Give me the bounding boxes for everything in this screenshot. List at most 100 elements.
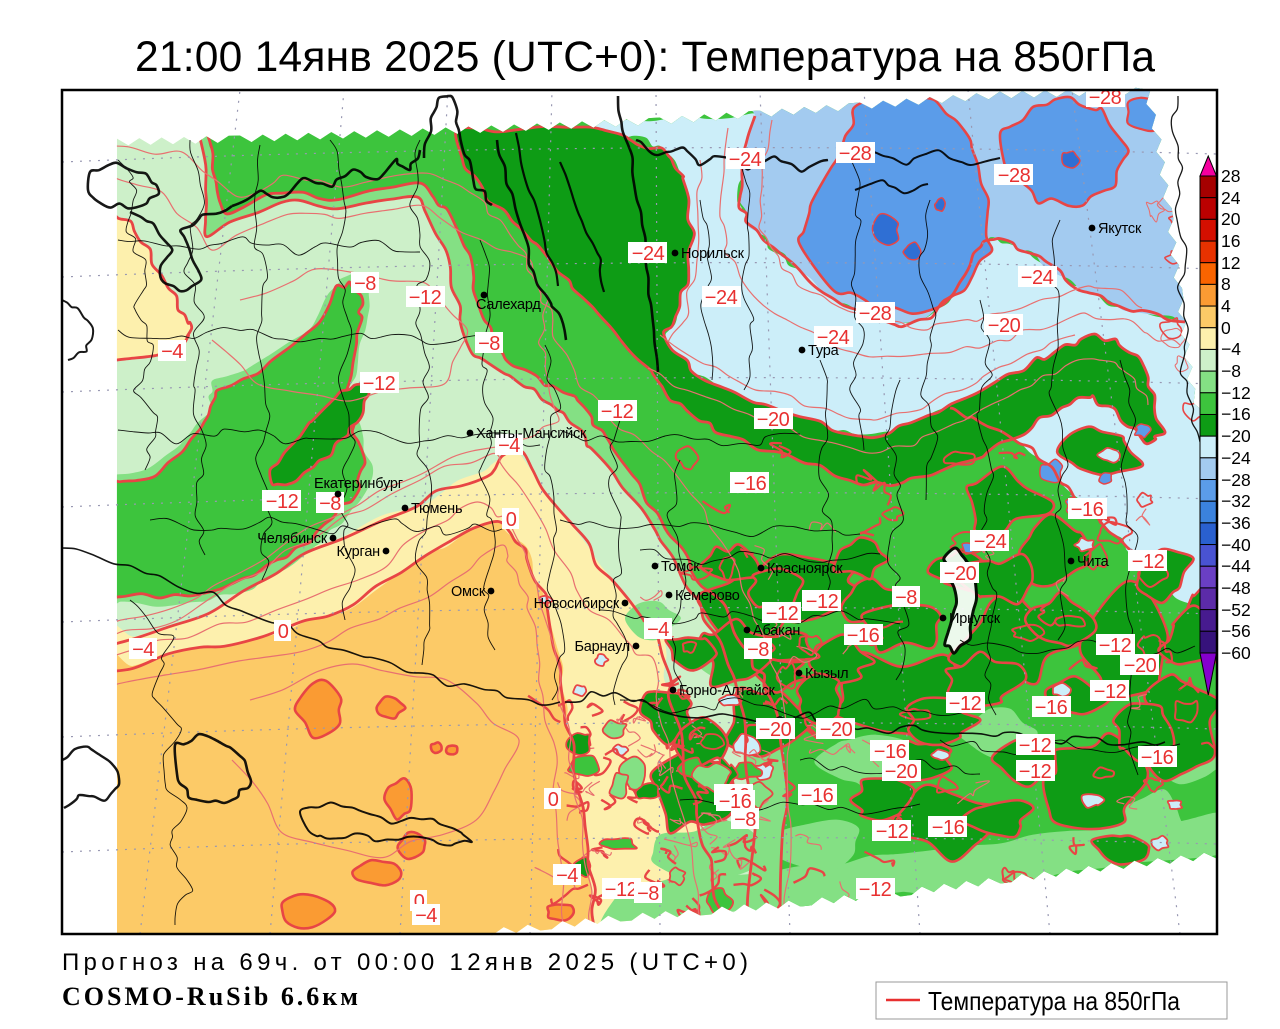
- svg-text:4: 4: [1221, 296, 1231, 316]
- svg-text:Красноярск: Красноярск: [767, 561, 843, 577]
- svg-text:12: 12: [1221, 253, 1240, 273]
- svg-text:−28: −28: [859, 303, 892, 325]
- svg-text:−16: −16: [734, 473, 767, 495]
- svg-text:−36: −36: [1221, 513, 1251, 533]
- svg-text:−12: −12: [266, 491, 299, 513]
- svg-text:−16: −16: [719, 791, 752, 813]
- svg-text:−24: −24: [1221, 448, 1251, 468]
- svg-text:−12: −12: [1019, 735, 1052, 757]
- svg-text:−20: −20: [820, 719, 853, 741]
- svg-text:−12: −12: [601, 401, 634, 423]
- svg-text:−16: −16: [1035, 697, 1068, 719]
- svg-text:−8: −8: [1221, 361, 1241, 381]
- svg-text:Абакан: Абакан: [753, 623, 800, 639]
- svg-text:0: 0: [1221, 318, 1231, 338]
- svg-text:−8: −8: [637, 883, 659, 905]
- svg-text:Новосибирск: Новосибирск: [534, 596, 620, 612]
- svg-text:−12: −12: [859, 879, 892, 901]
- svg-text:−12: −12: [1099, 635, 1132, 657]
- svg-text:−8: −8: [747, 639, 769, 661]
- svg-text:−28: −28: [1089, 87, 1122, 109]
- svg-text:−16: −16: [1221, 404, 1251, 424]
- svg-text:0: 0: [414, 891, 425, 913]
- svg-text:−4: −4: [132, 639, 154, 661]
- svg-text:−12: −12: [766, 603, 799, 625]
- svg-text:−20: −20: [944, 563, 977, 585]
- svg-text:−24: −24: [817, 327, 850, 349]
- svg-text:0: 0: [278, 621, 289, 643]
- svg-text:Екатеринбург: Екатеринбург: [314, 476, 403, 492]
- svg-text:−16: −16: [801, 785, 834, 807]
- svg-text:−16: −16: [932, 817, 965, 839]
- svg-text:−12: −12: [409, 287, 442, 309]
- svg-text:−60: −60: [1221, 643, 1251, 663]
- svg-text:−12: −12: [1132, 551, 1165, 573]
- svg-text:−4: −4: [647, 619, 669, 641]
- svg-text:−28: −28: [839, 143, 872, 165]
- svg-text:−20: −20: [1221, 426, 1251, 446]
- svg-text:−12: −12: [876, 821, 909, 843]
- svg-text:−20: −20: [1124, 655, 1157, 677]
- svg-text:−56: −56: [1221, 621, 1251, 641]
- svg-text:−48: −48: [1221, 578, 1251, 598]
- svg-text:−20: −20: [759, 719, 792, 741]
- svg-text:−8: −8: [478, 333, 500, 355]
- svg-text:−12: −12: [1221, 383, 1251, 403]
- svg-text:−4: −4: [1221, 339, 1241, 359]
- svg-text:Температура на 850гПа: Температура на 850гПа: [928, 986, 1180, 1016]
- svg-text:Омск: Омск: [451, 584, 486, 600]
- svg-text:−24: −24: [632, 243, 665, 265]
- svg-text:−16: −16: [874, 741, 907, 763]
- svg-text:−20: −20: [885, 761, 918, 783]
- svg-text:−24: −24: [729, 149, 762, 171]
- svg-text:−12: −12: [1094, 681, 1127, 703]
- svg-text:−16: −16: [1141, 747, 1174, 769]
- svg-text:Иркутск: Иркутск: [949, 611, 1001, 627]
- svg-text:Якутск: Якутск: [1098, 221, 1142, 237]
- svg-text:0: 0: [506, 509, 517, 531]
- svg-text:Тура: Тура: [808, 343, 840, 359]
- svg-text:Норильск: Норильск: [681, 246, 745, 262]
- svg-text:Салехард: Салехард: [476, 297, 541, 313]
- svg-text:−4: −4: [161, 341, 183, 363]
- svg-text:−16: −16: [847, 625, 880, 647]
- svg-text:Чита: Чита: [1077, 554, 1110, 570]
- svg-text:−4: −4: [415, 905, 437, 927]
- svg-text:−52: −52: [1221, 600, 1251, 620]
- svg-text:Кемерово: Кемерово: [675, 588, 740, 604]
- svg-text:8: 8: [1221, 274, 1231, 294]
- svg-text:−16: −16: [1071, 499, 1104, 521]
- svg-text:−28: −28: [1221, 470, 1251, 490]
- svg-text:16: 16: [1221, 231, 1240, 251]
- svg-text:−12: −12: [949, 693, 982, 715]
- svg-text:−20: −20: [757, 409, 790, 431]
- svg-text:0: 0: [548, 789, 559, 811]
- svg-text:Кызыл: Кызыл: [805, 666, 848, 682]
- svg-text:−12: −12: [1019, 761, 1052, 783]
- svg-text:Челябинск: Челябинск: [257, 531, 328, 547]
- svg-text:Ханты-Мансийск: Ханты-Мансийск: [476, 426, 587, 442]
- svg-text:−24: −24: [705, 287, 738, 309]
- svg-text:24: 24: [1221, 188, 1241, 208]
- svg-text:−8: −8: [734, 809, 756, 831]
- svg-text:−24: −24: [974, 531, 1007, 553]
- svg-text:−8: −8: [895, 587, 917, 609]
- svg-text:−12: −12: [806, 591, 839, 613]
- svg-text:−4: −4: [498, 435, 520, 457]
- svg-text:20: 20: [1221, 209, 1241, 229]
- svg-text:−12: −12: [363, 373, 396, 395]
- svg-text:Горно-Алтайск: Горно-Алтайск: [679, 683, 776, 699]
- svg-text:Томск: Томск: [661, 559, 700, 575]
- svg-text:−28: −28: [998, 165, 1031, 187]
- svg-text:Прогноз на 69ч. от 00:00 12янв: Прогноз на 69ч. от 00:00 12янв 2025 (UTC…: [62, 949, 748, 976]
- svg-text:Курган: Курган: [337, 544, 380, 560]
- svg-text:−4: −4: [556, 865, 578, 887]
- svg-text:28: 28: [1221, 166, 1240, 186]
- svg-text:21:00 14янв 2025 (UTC+0): Темп: 21:00 14янв 2025 (UTC+0): Температура на…: [135, 34, 1155, 81]
- svg-text:COSMO-RuSib 6.6км: COSMO-RuSib 6.6км: [62, 982, 358, 1011]
- svg-text:−20: −20: [988, 315, 1021, 337]
- svg-text:−8: −8: [319, 493, 341, 515]
- svg-text:−40: −40: [1221, 535, 1251, 555]
- svg-text:−24: −24: [1021, 267, 1054, 289]
- svg-text:Барнаул: Барнаул: [574, 639, 630, 655]
